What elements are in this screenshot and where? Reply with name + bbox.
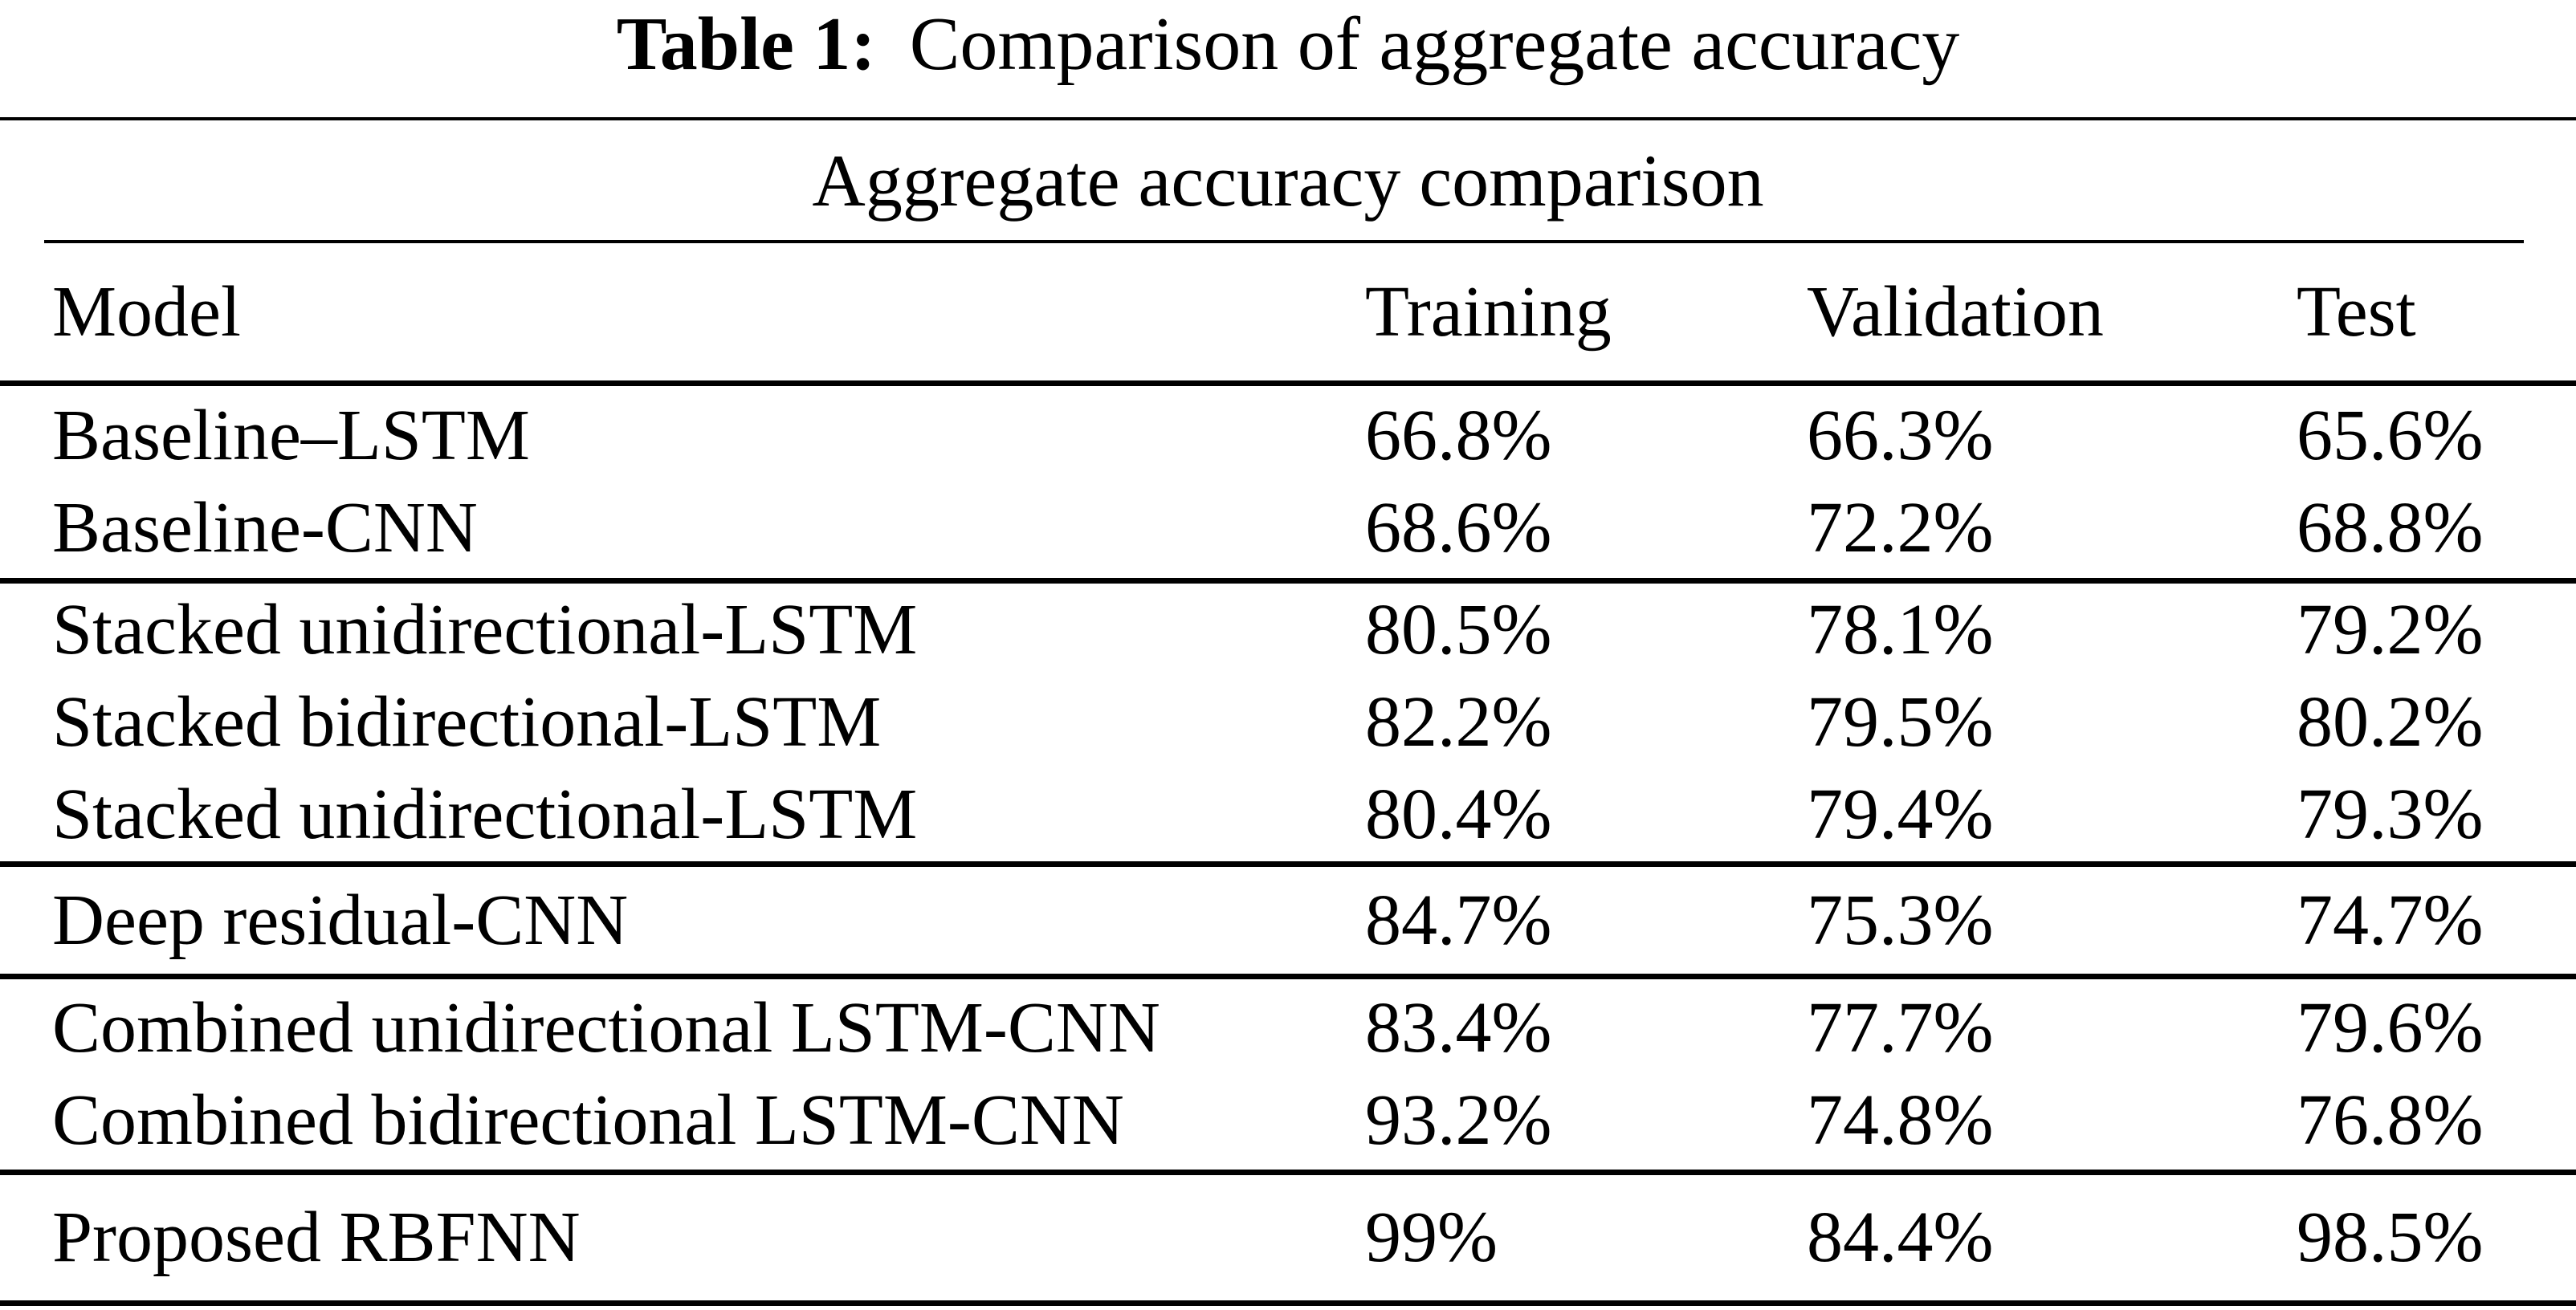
- table-header-row: Model Training Validation Test: [0, 243, 2576, 380]
- training-cell: 80.5%: [1365, 589, 1552, 669]
- model-cell: Proposed RBFNN: [52, 1197, 581, 1277]
- table-group-combined: Combined unidirectional LSTM-CNN 83.4% 7…: [0, 979, 2576, 1170]
- validation-cell: 78.1%: [1807, 589, 1994, 669]
- table-caption-text: Comparison of aggregate accuracy: [909, 2, 1960, 86]
- training-cell: 93.2%: [1365, 1080, 1552, 1160]
- midrule: [0, 578, 2576, 584]
- validation-cell: 74.8%: [1807, 1080, 1994, 1160]
- model-cell: Baseline-CNN: [52, 487, 478, 568]
- table-row: Baseline-CNN 68.6% 72.2% 68.8%: [0, 482, 2576, 574]
- model-cell: Stacked unidirectional-LSTM: [52, 774, 918, 854]
- midrule: [0, 1170, 2576, 1175]
- column-header-test: Test: [2297, 271, 2416, 352]
- table-group-deep-residual: Deep residual-CNN 84.7% 75.3% 74.7%: [0, 867, 2576, 974]
- model-cell: Combined bidirectional LSTM-CNN: [52, 1080, 1124, 1160]
- training-cell: 99%: [1365, 1197, 1498, 1277]
- table-row: Combined unidirectional LSTM-CNN 83.4% 7…: [0, 982, 2576, 1074]
- validation-cell: 84.4%: [1807, 1197, 1994, 1277]
- toprule: [0, 117, 2576, 120]
- test-cell: 79.2%: [2297, 589, 2484, 669]
- test-cell: 68.8%: [2297, 487, 2484, 568]
- test-cell: 98.5%: [2297, 1197, 2484, 1277]
- midrule: [0, 974, 2576, 979]
- column-header-model: Model: [52, 271, 241, 352]
- training-cell: 66.8%: [1365, 395, 1552, 475]
- column-header-validation: Validation: [1807, 271, 2104, 352]
- model-cell: Stacked bidirectional-LSTM: [52, 681, 882, 762]
- table-row: Stacked unidirectional-LSTM 80.4% 79.4% …: [0, 768, 2576, 860]
- midrule: [0, 861, 2576, 867]
- model-cell: Stacked unidirectional-LSTM: [52, 589, 918, 669]
- validation-cell: 79.5%: [1807, 681, 1994, 762]
- validation-cell: 75.3%: [1807, 880, 1994, 960]
- table-row: Combined bidirectional LSTM-CNN 93.2% 74…: [0, 1074, 2576, 1166]
- table-row: Deep residual-CNN 84.7% 75.3% 74.7%: [0, 874, 2576, 966]
- table-group-stacked: Stacked unidirectional-LSTM 80.5% 78.1% …: [0, 584, 2576, 861]
- test-cell: 65.6%: [2297, 395, 2484, 475]
- subtitle-rule: [44, 240, 2524, 243]
- training-cell: 80.4%: [1365, 774, 1552, 854]
- validation-cell: 79.4%: [1807, 774, 1994, 854]
- test-cell: 76.8%: [2297, 1080, 2484, 1160]
- table-row: Stacked bidirectional-LSTM 82.2% 79.5% 8…: [0, 676, 2576, 768]
- model-cell: Baseline–LSTM: [52, 395, 530, 475]
- table-caption-label: Table 1:: [616, 2, 876, 86]
- table-row: Stacked unidirectional-LSTM 80.5% 78.1% …: [0, 584, 2576, 676]
- training-cell: 82.2%: [1365, 681, 1552, 762]
- validation-cell: 77.7%: [1807, 987, 1994, 1068]
- column-header-training: Training: [1365, 271, 1612, 352]
- table-group-proposed: Proposed RBFNN 99% 84.4% 98.5%: [0, 1175, 2576, 1300]
- model-cell: Combined unidirectional LSTM-CNN: [52, 987, 1160, 1068]
- test-cell: 74.7%: [2297, 880, 2484, 960]
- test-cell: 79.6%: [2297, 987, 2484, 1068]
- table-caption: Table 1: Comparison of aggregate accurac…: [0, 0, 2576, 117]
- header-rule: [0, 380, 2576, 386]
- table-row: Baseline–LSTM 66.8% 66.3% 65.6%: [0, 389, 2576, 482]
- training-cell: 83.4%: [1365, 987, 1552, 1068]
- validation-cell: 72.2%: [1807, 487, 1994, 568]
- model-cell: Deep residual-CNN: [52, 880, 629, 960]
- table-group-baseline: Baseline–LSTM 66.8% 66.3% 65.6% Baseline…: [0, 386, 2576, 578]
- bottomrule: [0, 1300, 2576, 1306]
- training-cell: 68.6%: [1365, 487, 1552, 568]
- training-cell: 84.7%: [1365, 880, 1552, 960]
- test-cell: 80.2%: [2297, 681, 2484, 762]
- table-subtitle: Aggregate accuracy comparison: [812, 139, 1764, 222]
- validation-cell: 66.3%: [1807, 395, 1994, 475]
- table-row: Proposed RBFNN 99% 84.4% 98.5%: [0, 1191, 2576, 1284]
- test-cell: 79.3%: [2297, 774, 2484, 854]
